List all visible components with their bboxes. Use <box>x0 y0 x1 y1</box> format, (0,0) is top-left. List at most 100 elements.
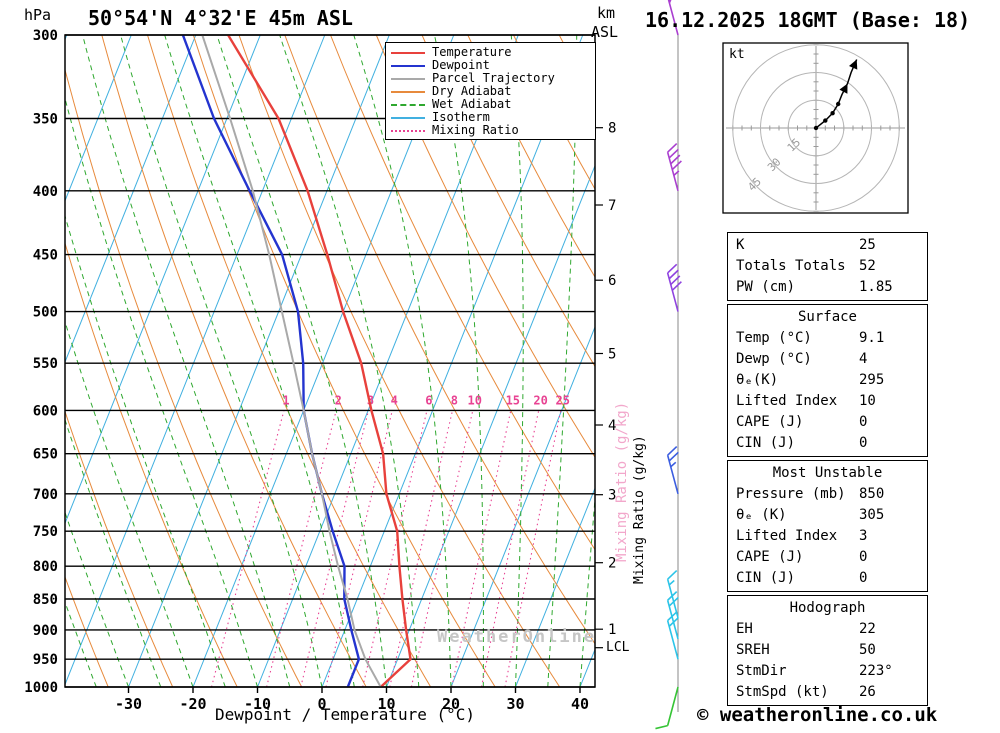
stat-label: θₑ (K) <box>736 507 787 523</box>
wind-barb-feather <box>668 451 679 462</box>
wind-barb-feather <box>668 596 679 607</box>
hodograph-arrowhead <box>849 59 858 70</box>
stats-row: Totals Totals 52 <box>728 256 927 277</box>
legend-label: Parcel Trajectory <box>432 71 555 85</box>
mixing-ratio-line <box>389 410 454 687</box>
stat-label: Pressure (mb) <box>736 486 846 502</box>
wet-adiabat-line <box>579 492 595 687</box>
mixing-ratio-value-label: 25 <box>555 393 569 407</box>
legend-item: Dry Adiabat <box>391 85 590 98</box>
wind-barb-feather <box>670 275 681 286</box>
temp-tick-label: -10 <box>244 695 271 713</box>
stats-row: CAPE (J) 0 <box>728 412 927 433</box>
wind-barb-feather <box>667 591 678 601</box>
wind-barb-half-feather <box>668 579 675 586</box>
hodograph-arrowhead <box>839 83 848 94</box>
stats-row: CIN (J) 0 <box>728 568 927 589</box>
wind-barb-feather <box>671 281 682 291</box>
parcel-trajectory-curve <box>201 35 382 687</box>
pressure-tick-label: 350 <box>33 112 58 128</box>
page-title: 50°54'N 4°32'E 45m ASL <box>88 6 353 30</box>
pressure-tick-label: 750 <box>33 524 58 540</box>
wind-barb-shaft <box>666 0 679 36</box>
stats-row: StmSpd (kt) 26 <box>728 682 927 703</box>
x-axis-label: Dewpoint / Temperature (°C) <box>214 705 476 724</box>
wet-adiabat-line <box>353 35 452 687</box>
watermark: WeatherOnline <box>437 627 597 647</box>
stat-label: CIN (J) <box>736 570 796 586</box>
wind-barb-feather <box>667 611 678 622</box>
wind-barb <box>655 686 679 730</box>
legend-label: Dewpoint <box>432 58 490 72</box>
stat-value: 850 <box>859 486 885 502</box>
mixing-ratio-value-label: 2 <box>335 393 342 407</box>
wind-barb-feather <box>667 569 678 580</box>
datetime-label: 16.12.2025 18GMT (Base: 18) <box>645 8 971 32</box>
stats-row: CIN (J) 0 <box>728 433 927 454</box>
stat-label: SREH <box>736 642 770 658</box>
wind-barb-feather <box>668 148 679 159</box>
hodograph-ring <box>787 99 845 157</box>
stat-label: Dewp (°C) <box>736 351 812 367</box>
stat-label: StmSpd (kt) <box>736 684 829 700</box>
isotherm-line <box>65 35 261 525</box>
lcl-label: LCL <box>606 640 630 655</box>
hodograph-trace-point <box>836 101 841 107</box>
stat-value: 295 <box>859 372 885 388</box>
mixing-ratio-line <box>325 410 393 687</box>
plot-frame <box>64 34 596 688</box>
wind-barb-shaft <box>666 578 679 619</box>
mixing-ratio-value-label: 3 <box>367 393 374 407</box>
wind-barb-feather <box>668 617 679 627</box>
temp-tick-label: -30 <box>115 695 142 713</box>
hodograph-ring <box>760 72 872 184</box>
isotherm-line <box>321 35 584 687</box>
legend-item: Wet Adiabat <box>391 98 590 111</box>
stat-value: 0 <box>859 549 868 565</box>
stats-row: K 25 <box>728 235 927 256</box>
stat-value: 0 <box>859 570 868 586</box>
wind-barb-feather <box>667 263 678 274</box>
wet-adiabat-line <box>510 35 524 687</box>
stat-value: 0 <box>859 435 868 451</box>
stats-row: Lifted Index 3 <box>728 526 927 547</box>
stats-table: Surface Temp (°C) 9.1 Dewp (°C) 4 θₑ(K) 295 Lif… <box>727 304 928 457</box>
wind-barb <box>666 445 679 495</box>
km-tick-label: 1 <box>608 622 616 638</box>
stats-row: EH 22 <box>728 619 927 640</box>
mixing-ratio-value-label: 15 <box>506 393 520 407</box>
stats-row: θₑ (K) 305 <box>728 505 927 526</box>
wind-barb-shaft <box>666 600 679 640</box>
legend-label: Mixing Ratio <box>432 123 519 137</box>
stats-tables: K 25 Totals Totals 52 PW (cm) 1.85 Surface Temp… <box>727 232 928 709</box>
isotherm-line <box>65 35 132 203</box>
stats-table: K 25 Totals Totals 52 PW (cm) 1.85 <box>727 232 928 301</box>
pressure-tick-label: 900 <box>33 623 58 639</box>
legend-item: Mixing Ratio <box>391 124 590 137</box>
wet-adiabat-line <box>434 35 484 687</box>
km-tick-label: 2 <box>608 556 616 572</box>
km-tick-label: 6 <box>608 273 616 289</box>
isotherm-line <box>450 325 595 687</box>
pressure-tick-label: 650 <box>33 447 58 463</box>
stat-label: CIN (J) <box>736 435 796 451</box>
wind-barb-feather <box>655 724 668 730</box>
wind-barb <box>666 591 679 640</box>
stats-row: PW (cm) 1.85 <box>728 277 927 298</box>
stat-label: CAPE (J) <box>736 414 804 430</box>
dewpoint-curve <box>181 35 361 687</box>
stat-label: Temp (°C) <box>736 330 812 346</box>
pressure-tick-label: 850 <box>33 592 58 608</box>
wind-barb-shaft <box>666 454 679 495</box>
pressure-tick-label: 450 <box>33 248 58 264</box>
km-tick-label: 5 <box>608 347 616 363</box>
stats-row: CAPE (J) 0 <box>728 547 927 568</box>
stat-value: 52 <box>859 258 876 274</box>
legend-label: Wet Adiabat <box>432 97 512 111</box>
wind-barb-feather <box>667 445 678 456</box>
wet-adiabat-line <box>65 418 162 687</box>
stat-label: Totals Totals <box>736 258 846 274</box>
dry-adiabat-line <box>421 35 595 368</box>
stats-table-header: Hodograph <box>789 600 866 616</box>
